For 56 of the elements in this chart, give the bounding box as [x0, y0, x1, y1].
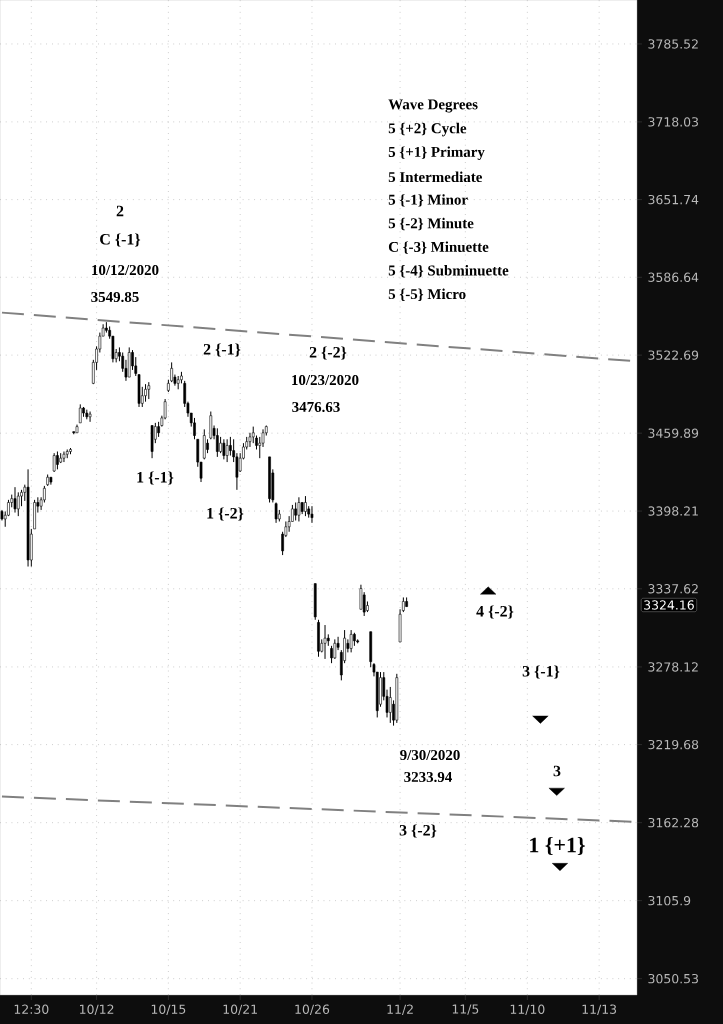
x-tick-label: 11/5 [452, 1004, 479, 1015]
candlestick [225, 438, 229, 463]
x-tick-label: 11/10 [510, 1004, 545, 1015]
candlestick [78, 403, 82, 424]
annotation: C {-3} Minuette [388, 241, 489, 254]
annotation: 3 {-1} [522, 665, 560, 679]
annotation: 5 {-1} Minor [388, 194, 468, 207]
annotation: 2 {-1} [203, 343, 241, 357]
y-tick-label: 3718.03 [648, 117, 698, 127]
annotation: 1 {+1} [530, 836, 585, 856]
annotation: 4 {-2} [476, 605, 514, 619]
annotation: 2 [116, 205, 124, 217]
y-tick-label: 3459.89 [648, 428, 699, 438]
x-tick-label: 10/12 [80, 1004, 114, 1015]
candlestick [333, 638, 337, 660]
annotation: 5 {-2} Minute [388, 217, 474, 231]
y-tick-label: 3337.62 [648, 584, 698, 594]
annotation: 3476.63 [292, 401, 340, 413]
x-tick-label: 10/21 [223, 1004, 257, 1015]
y-tick-label: 3105.9 [648, 895, 691, 906]
annotation: 3 [553, 765, 561, 777]
annotation: Wave Degrees [388, 99, 478, 113]
annotation: 3 {-2} [399, 824, 437, 838]
y-tick-label: 3651.74 [648, 194, 699, 205]
annotation: 10/23/2020 [292, 374, 359, 386]
annotation: 5 Intermediate [388, 171, 483, 183]
annotation: 3549.85 [91, 291, 139, 303]
y-tick-label: 3398.21 [648, 506, 698, 516]
annotation: 5 {+2} Cycle [388, 122, 467, 137]
candlestick [304, 495, 307, 517]
y-tick-label: 3522.69 [648, 350, 699, 360]
annotation: 1 {-2} [207, 507, 244, 521]
annotation: 9/30/2020 [400, 749, 460, 761]
annotation: 2 {-2} [309, 346, 347, 360]
candlestick [388, 686, 392, 724]
x-tick-label: 10/15 [151, 1004, 186, 1015]
annotation: 5 {-5} Micro [388, 288, 466, 301]
x-tick-label: 12:30 [14, 1004, 49, 1014]
y-tick-label: 3162.28 [648, 817, 699, 828]
y-tick-label: 3586.64 [648, 272, 699, 282]
x-tick-label: 11/13 [582, 1004, 617, 1015]
x-tick-label: 11/2 [387, 1004, 413, 1015]
candlestick [16, 491, 20, 517]
annotation: 5 {+1} Primary [388, 146, 485, 160]
y-tick-label: 3050.53 [648, 973, 698, 984]
annotation: 10/12/2020 [92, 264, 159, 276]
y-tick-label: 3785.52 [648, 39, 698, 49]
x-tick-label: 10/26 [295, 1004, 330, 1015]
annotation: C {-1} [100, 233, 141, 247]
annotation: 1 {-1} [137, 471, 174, 485]
annotation: 3233.94 [404, 771, 452, 783]
text: 3324.16 [644, 600, 694, 610]
annotation: 5 {-4} Subminuette [388, 265, 509, 278]
candlestick [202, 428, 206, 460]
y-tick-label: 3278.12 [648, 662, 698, 672]
y-tick-label: 3219.68 [648, 739, 699, 750]
